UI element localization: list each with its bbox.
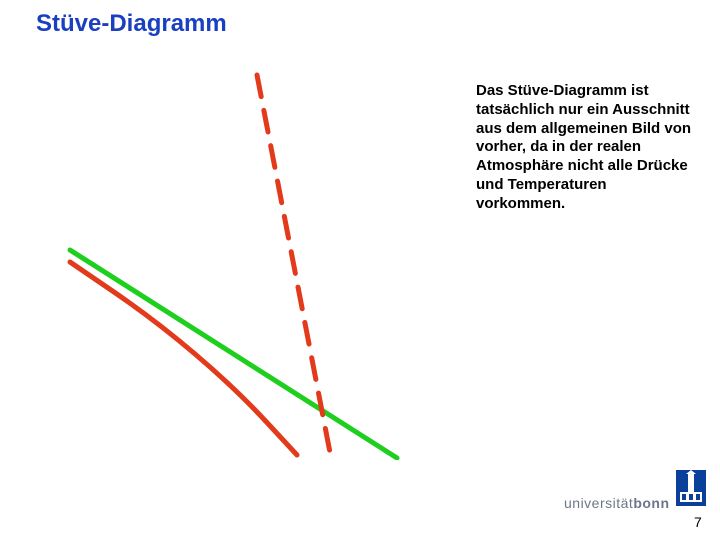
stuve-diagram-chart <box>35 60 415 460</box>
logo-text-light: universität <box>564 495 633 511</box>
logo-text-bold: bonn <box>633 495 669 511</box>
logo-text: universitätbonn <box>564 495 670 511</box>
green-line <box>70 250 397 458</box>
page-title: Stüve-Diagramm <box>36 10 227 38</box>
red-curve <box>70 262 297 455</box>
uni-bonn-logo: universitätbonn <box>564 470 706 511</box>
logo-mark-icon <box>676 470 706 511</box>
red-dashed <box>257 75 333 460</box>
page-number: 7 <box>694 514 702 530</box>
slide: Stüve-Diagramm Das Stüve-Diagramm ist ta… <box>0 0 720 540</box>
body-text: Das Stüve-Diagramm ist tatsächlich nur e… <box>476 82 696 213</box>
